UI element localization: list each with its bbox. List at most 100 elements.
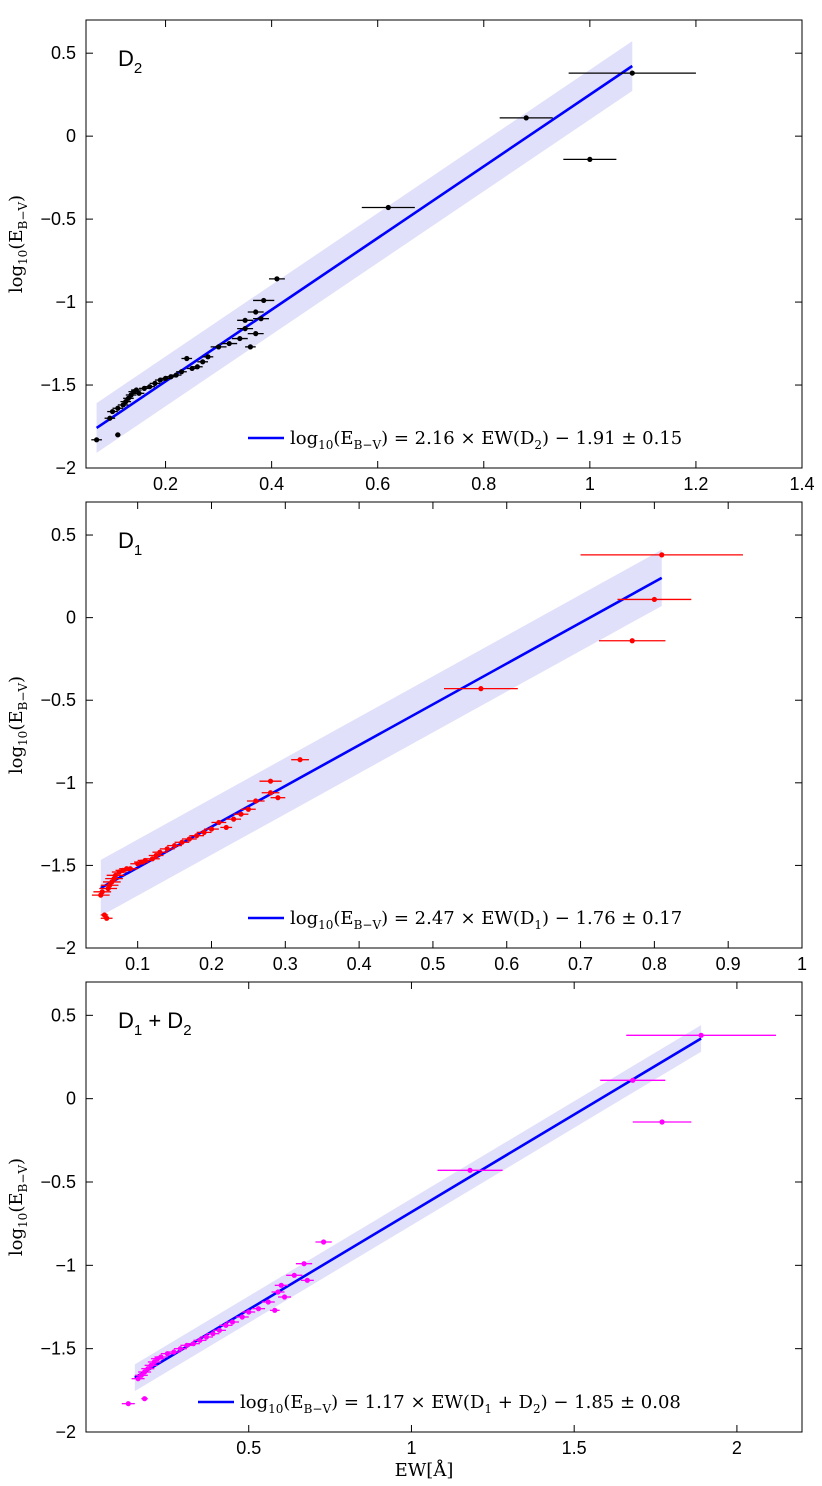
data-point [268, 276, 285, 282]
y-tick-label: 0.5 [51, 525, 76, 545]
chart-panel-1: 0.2 0.4 0.6 0.8 1 1.2 1.4 0.5 0 −0.5 −1 −1.5 −2 log10… [6, 19, 815, 494]
data-point [196, 829, 212, 835]
data-marker [205, 354, 211, 360]
data-marker [135, 1376, 141, 1382]
x-tick-label: 0.7 [568, 954, 593, 974]
data-point [291, 757, 309, 763]
data-marker [267, 790, 274, 796]
data-marker [272, 1307, 278, 1313]
data-point [189, 833, 205, 839]
data-point [269, 1307, 280, 1313]
data-point [144, 384, 155, 390]
data-point [181, 836, 197, 842]
data-marker [158, 1354, 164, 1360]
plot-area [121, 1025, 776, 1407]
data-point [247, 331, 264, 337]
data-point [563, 156, 617, 162]
data-point [131, 1376, 145, 1382]
data-point [600, 1077, 666, 1083]
data-marker [104, 915, 110, 921]
plot-area [91, 549, 743, 921]
data-point [274, 1282, 288, 1288]
data-marker [197, 1337, 203, 1343]
data-point [206, 1331, 220, 1337]
axes-frame [85, 19, 803, 469]
data-marker [242, 317, 248, 323]
data-marker [242, 326, 248, 332]
data-marker [275, 795, 281, 801]
fit-line [95, 64, 634, 430]
data-marker [223, 824, 229, 831]
y-tick-label: −1.5 [40, 375, 76, 395]
y-tick-label: −2 [55, 938, 76, 958]
data-point [241, 806, 256, 812]
data-point [632, 1119, 692, 1125]
data-point [149, 380, 161, 386]
data-point [237, 317, 254, 323]
data-marker [115, 405, 121, 411]
data-point [176, 369, 187, 375]
data-marker [265, 1299, 271, 1305]
data-marker [194, 364, 200, 370]
x-tick-label: 0.2 [153, 474, 178, 494]
data-point [147, 1359, 161, 1365]
fit-line [100, 576, 663, 890]
data-marker [226, 340, 232, 347]
data-point [580, 552, 743, 558]
x-tick-label: 0.1 [125, 954, 150, 974]
data-point [202, 354, 214, 360]
x-tick-label: 0.9 [716, 954, 741, 974]
data-point [237, 326, 254, 332]
data-point [145, 856, 160, 862]
data-point [444, 686, 518, 692]
data-point [170, 372, 182, 378]
data-marker [203, 1334, 210, 1340]
data-marker [179, 839, 185, 845]
data-marker [385, 204, 391, 211]
data-point [133, 390, 145, 396]
data-marker [99, 889, 105, 895]
data-marker [587, 156, 593, 162]
data-marker [239, 1314, 245, 1320]
data-point [261, 790, 280, 796]
data-point [226, 816, 242, 822]
y-tick-label: −2 [55, 458, 76, 478]
data-point [193, 1337, 207, 1343]
data-point [220, 824, 233, 831]
data-point [253, 316, 269, 322]
data-point [152, 849, 168, 855]
panel-label: D2 [118, 46, 142, 77]
y-tick-label: −1 [55, 292, 76, 312]
data-point [167, 1349, 181, 1355]
x-tick-label: 1.4 [789, 474, 814, 494]
data-marker [651, 596, 657, 603]
x-tick-label: 1 [585, 474, 595, 494]
data-marker [698, 1032, 704, 1038]
data-marker [261, 297, 267, 304]
data-marker [253, 798, 259, 804]
data-marker [229, 1319, 236, 1325]
data-marker [190, 1341, 196, 1347]
data-marker [267, 778, 274, 784]
data-marker [274, 276, 280, 282]
data-marker [659, 1119, 665, 1125]
data-marker [127, 866, 133, 872]
data-point [173, 1346, 187, 1352]
chart-panel-2: 0.1 0.2 0.3 0.4 0.5 0.6 0.7 0.8 0.9 1 0.5 0 −0.5 −1 −1… [6, 501, 807, 974]
data-marker [148, 1362, 154, 1368]
data-marker [94, 437, 100, 443]
x-tick-label: 0.5 [236, 1438, 261, 1458]
data-point [134, 1372, 148, 1378]
y-tick-label: −2 [55, 1422, 76, 1442]
data-marker [216, 1327, 223, 1333]
data-point [235, 1314, 249, 1320]
data-marker [629, 70, 635, 76]
data-point [211, 819, 227, 826]
data-marker [478, 686, 484, 692]
x-axis-label: EW[Å] [395, 1459, 454, 1481]
y-axis-label: log10(EB−V) [6, 195, 30, 293]
data-marker [247, 344, 254, 350]
x-tick-label: 0.6 [494, 954, 519, 974]
data-marker [659, 552, 665, 558]
data-point [148, 852, 164, 859]
